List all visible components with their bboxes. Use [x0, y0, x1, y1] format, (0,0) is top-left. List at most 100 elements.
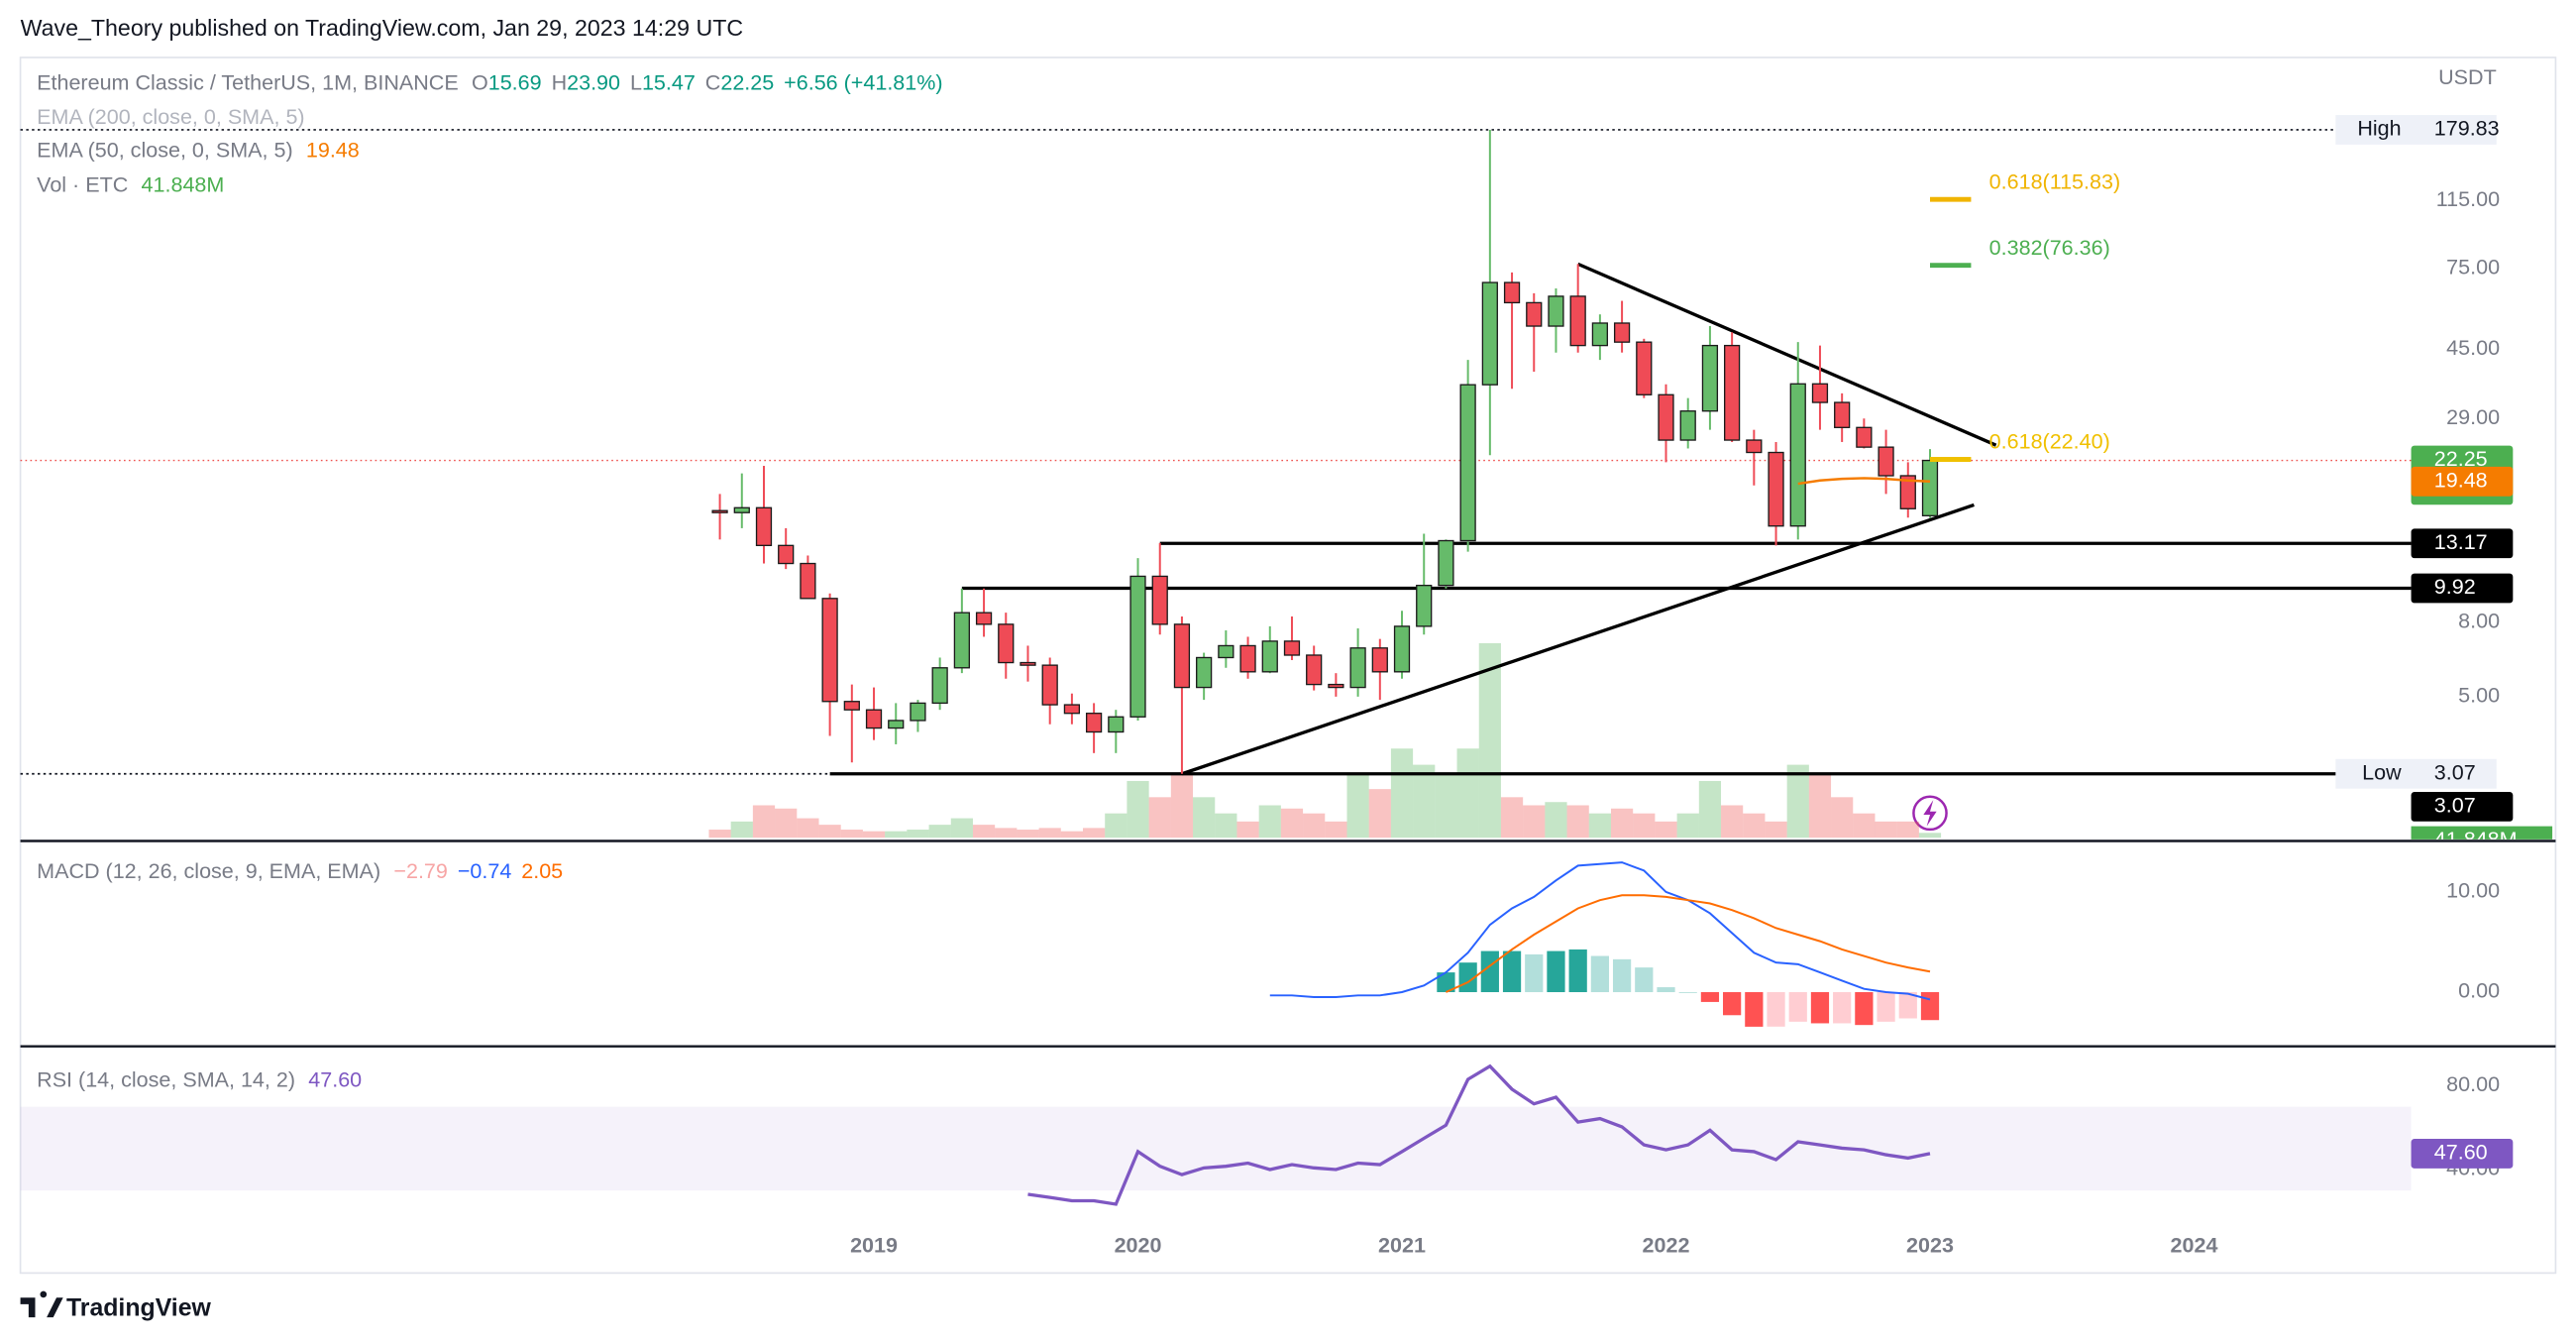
ohlc-key: H	[552, 70, 568, 94]
volume-bar	[1127, 780, 1149, 839]
candle-body	[1548, 295, 1564, 327]
volume-bar	[1258, 805, 1281, 839]
price-tag	[2411, 466, 2514, 497]
high-tag	[2335, 115, 2497, 145]
volume-bar	[1105, 813, 1127, 839]
x-tick-label: 2024	[2171, 1234, 2218, 1258]
signal-line	[1446, 894, 1931, 993]
candle-body	[888, 720, 905, 729]
rsi-tick-label: 80.00	[2446, 1072, 2500, 1096]
candle-body	[1306, 654, 1323, 686]
volume-bar	[1610, 808, 1634, 839]
macd-tick-label: 0.00	[2458, 979, 2500, 1003]
volume-tag-label: 41.848M	[2434, 828, 2518, 851]
candle-body	[711, 509, 728, 513]
legend-symbol: Ethereum Classic / TetherUS, 1M, BINANCE…	[37, 70, 942, 94]
volume-bar	[1017, 830, 1039, 839]
ohlc-key: O	[472, 70, 488, 94]
symbol: Ethereum Classic / TetherUS, 1M, BINANCE	[37, 70, 459, 94]
volume-bar	[1500, 797, 1524, 839]
low-label: Low	[2362, 760, 2402, 784]
candle-body	[800, 562, 816, 600]
candle-body	[778, 544, 795, 565]
y-tick-label: 45.00	[2446, 336, 2500, 360]
price-tag-label: 9.92	[2434, 575, 2476, 599]
candle-body	[1569, 295, 1586, 347]
ema200-legend: EMA (200, close, 0, SMA, 5)	[37, 105, 304, 129]
macd-histogram-bar	[1920, 992, 1940, 1021]
volume-bar	[1038, 828, 1061, 839]
frame	[19, 56, 2557, 1275]
candle-body	[1921, 459, 1939, 516]
price-tag	[2411, 573, 2514, 604]
macd-histogram-bar	[1723, 992, 1742, 1016]
volume-bar	[1545, 802, 1567, 839]
candle-body	[1041, 664, 1058, 706]
trend-line	[1181, 503, 1975, 776]
volume-tag-box	[2411, 826, 2553, 839]
volume-bar	[1368, 789, 1391, 839]
rsi-name: RSI (14, close, SMA, 14, 2)	[37, 1067, 295, 1091]
candle-body	[1701, 344, 1719, 412]
volume-bar	[907, 830, 929, 839]
x-tick-label: 2022	[1643, 1234, 1690, 1258]
candle-body	[1349, 647, 1366, 689]
volume-bar	[1523, 805, 1546, 839]
volume-bar	[885, 831, 908, 839]
volume-bar	[928, 825, 951, 839]
volume-bar	[1655, 821, 1677, 839]
price-tag-label: 19.48	[2434, 468, 2488, 492]
macd-histogram-bar	[1635, 967, 1654, 993]
volume-bar	[1170, 772, 1194, 839]
candle-body	[1613, 322, 1631, 343]
candle-body	[1768, 451, 1784, 527]
candle-body	[1283, 640, 1301, 656]
x-tick-label: 2023	[1906, 1234, 1954, 1258]
price-tag-label: 3.07	[2434, 794, 2476, 818]
ema50-name: EMA (50, close, 0, SMA, 5)	[37, 138, 292, 162]
fib-label: 0.618(115.83)	[1989, 169, 2120, 193]
macd-histogram-bar	[1525, 953, 1544, 993]
x-tick-label: 2020	[1115, 1234, 1162, 1258]
signal-value: 2.05	[521, 859, 563, 883]
volume-bar	[818, 825, 841, 839]
low-value: 3.07	[2434, 760, 2476, 784]
macd-histogram-bar	[1612, 958, 1632, 993]
volume-bar	[1478, 642, 1501, 839]
candle-body	[998, 623, 1015, 664]
volume-name: Vol · ETC	[37, 172, 128, 196]
candle-body	[1679, 410, 1696, 441]
price-tag	[2411, 791, 2514, 822]
volume-bar	[797, 818, 819, 839]
ema50-value: 19.48	[306, 138, 360, 162]
volume-bar	[1390, 748, 1414, 839]
macd-histogram-bar	[1810, 992, 1830, 1024]
candle-body	[1416, 584, 1433, 627]
candle-body	[1328, 683, 1344, 689]
candle-body	[733, 506, 750, 513]
candle-body	[1371, 647, 1388, 673]
volume-bar	[1215, 813, 1237, 839]
volume-bar	[1148, 797, 1171, 839]
candle-body	[1393, 625, 1411, 673]
macd-hist-value: −2.79	[393, 859, 447, 883]
volume-bar	[775, 808, 798, 839]
volume-bar	[1676, 813, 1699, 839]
volume-bar	[1896, 821, 1919, 839]
volume-bar	[708, 830, 731, 839]
volume-bar	[950, 818, 973, 839]
candle-body	[1196, 656, 1213, 689]
volume-bar	[1083, 828, 1106, 839]
volume-bar	[1853, 813, 1876, 839]
candle-body	[1811, 383, 1829, 403]
macd-histogram-bar	[1568, 949, 1587, 993]
volume-bar	[1325, 821, 1347, 839]
macd-histogram-bar	[1767, 992, 1785, 1027]
macd-histogram-bar	[1590, 955, 1609, 993]
macd-histogram-bar	[1547, 951, 1565, 993]
macd-tick-label: 10.00	[2446, 879, 2500, 903]
fib-label: 0.618(22.40)	[1989, 430, 2110, 454]
candle-body	[931, 667, 948, 705]
